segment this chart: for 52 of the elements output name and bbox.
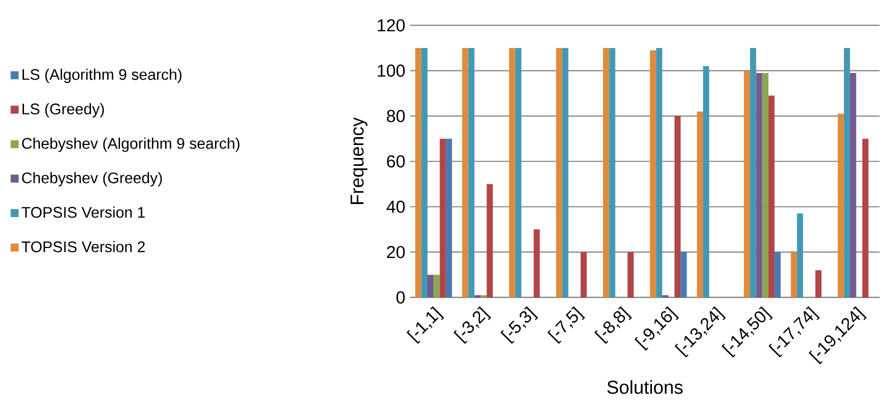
bar [762, 72, 768, 298]
legend-label: Chebyshev (Algorithm 9 search) [22, 138, 240, 152]
bar [756, 72, 762, 298]
bar [628, 252, 634, 298]
bar [750, 48, 756, 298]
bar [434, 274, 440, 298]
bar [768, 96, 775, 298]
bar [774, 252, 781, 298]
bar [556, 48, 562, 298]
bar [421, 48, 428, 298]
bar [446, 138, 452, 298]
y-tick-label: 60 [387, 155, 405, 168]
bar [796, 213, 804, 298]
bar [862, 138, 868, 298]
bar [440, 138, 446, 298]
legend-label: Chebyshev (Greedy) [22, 172, 162, 186]
y-tick-label: 0 [396, 291, 405, 304]
bar [850, 72, 856, 298]
bar [844, 48, 850, 298]
y-tick-label: 100 [378, 64, 405, 77]
bar [650, 50, 656, 298]
bar [790, 252, 797, 298]
bar [815, 270, 822, 298]
bar [486, 184, 493, 298]
legend-label: LS (Greedy) [22, 103, 104, 118]
bar [534, 229, 540, 298]
x-axis-title: Solutions [607, 380, 683, 394]
bar [515, 48, 522, 298]
bar [656, 48, 662, 298]
bar [703, 66, 710, 298]
bar [509, 48, 516, 298]
bar [609, 48, 616, 298]
bar [462, 48, 468, 298]
y-tick-label: 40 [386, 200, 405, 213]
legend-label: TOPSIS Version 2 [22, 240, 145, 252]
bar [562, 48, 568, 298]
y-axis-title: Frequency [350, 117, 368, 204]
bar [415, 48, 422, 298]
bar [744, 70, 750, 298]
bar [580, 252, 587, 298]
bar [680, 252, 687, 298]
y-tick-label: 80 [386, 110, 405, 122]
y-tick-label: 120 [378, 19, 405, 32]
y-tick-label: 20 [387, 246, 405, 258]
bar [838, 114, 844, 298]
bar [468, 48, 474, 298]
legend-label: TOPSIS Version 1 [22, 206, 145, 218]
bar [696, 111, 704, 298]
bar [674, 116, 681, 298]
bar [427, 274, 434, 298]
bar [603, 48, 610, 298]
legend-label: LS (Algorithm 9 search) [22, 68, 182, 83]
